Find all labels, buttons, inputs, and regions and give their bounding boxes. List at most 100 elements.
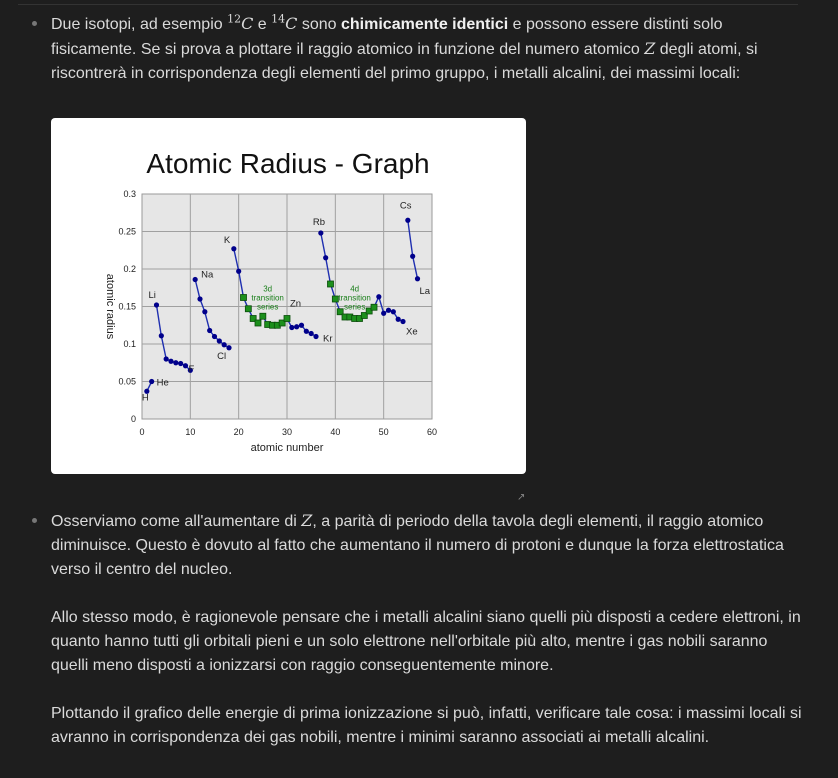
data-point <box>400 318 406 325</box>
data-point <box>197 296 203 302</box>
element-label: K <box>224 235 231 246</box>
data-point <box>144 388 150 394</box>
transition-annotation: series <box>344 303 365 312</box>
element-label: Na <box>201 270 214 281</box>
data-point <box>182 363 189 369</box>
data-point <box>318 230 324 236</box>
transition-annotation: 3d <box>263 285 272 294</box>
bullet-2 <box>32 518 37 523</box>
data-point <box>192 276 198 283</box>
x-tick-label: 10 <box>185 427 195 437</box>
y-tick-label: 0.1 <box>123 339 136 349</box>
y-tick-label: 0.3 <box>123 189 136 199</box>
transition-point <box>278 319 286 327</box>
data-point <box>158 333 164 339</box>
data-point <box>410 253 416 259</box>
transition-point <box>283 315 291 322</box>
data-point <box>303 328 309 334</box>
y-axis-label: atomic radius <box>104 274 116 340</box>
y-tick-label: 0.05 <box>118 377 136 387</box>
element-label: Xe <box>406 327 418 338</box>
atomic-radius-graph-image: 0 10 20 30 40 50 60 0 0.05 0.1 0.15 0.2 0.25 0.3 Atomi… <box>51 118 526 474</box>
element-label: La <box>420 286 431 297</box>
element-label: H <box>142 392 149 403</box>
data-point <box>216 338 222 344</box>
transition-annotation: transition <box>251 294 283 303</box>
transition-point <box>327 280 334 288</box>
data-point <box>149 378 155 385</box>
transition-point <box>259 312 267 320</box>
x-tick-label: 0 <box>139 427 144 437</box>
transition-annotation: 4d <box>350 285 359 294</box>
transition-point <box>249 315 257 322</box>
y-tick-label: 0.15 <box>118 302 136 312</box>
data-point <box>187 367 193 373</box>
chart-title: Atomic Radius - Graph <box>146 148 429 179</box>
math-z-2: Z <box>301 511 313 530</box>
x-tick-label: 60 <box>427 427 437 437</box>
data-point <box>168 358 174 364</box>
x-axis-label: atomic number <box>251 442 324 454</box>
atomic-radius-chart: 0 10 20 30 40 50 60 0 0.05 0.1 0.15 0.2 0.25 0.3 Atomi… <box>104 148 437 454</box>
paragraph-alkali-metals: Allo stesso modo, è ragionevole pensare … <box>51 609 801 674</box>
data-point <box>221 342 227 348</box>
transition-annotation: series <box>257 303 278 312</box>
transition-point <box>370 303 378 311</box>
data-point <box>178 360 184 367</box>
data-point <box>207 327 213 334</box>
element-label: F <box>189 364 195 375</box>
data-point <box>323 255 329 261</box>
x-tick-label: 20 <box>234 427 244 437</box>
transition-point <box>336 308 344 316</box>
element-label: Rb <box>313 217 325 228</box>
data-point <box>376 294 382 300</box>
y-tick-label: 0 <box>131 414 136 424</box>
transition-point <box>240 294 247 301</box>
data-point <box>313 333 319 340</box>
bold-chimicamente: chimicamente identici <box>341 16 509 33</box>
data-point <box>414 276 421 282</box>
transition-point <box>254 319 262 327</box>
transition-point <box>331 295 339 303</box>
element-label: Kr <box>323 334 333 345</box>
data-point <box>308 330 314 337</box>
isotope-c14: 14C <box>271 12 298 33</box>
data-point <box>236 268 242 274</box>
x-tick-label: 50 <box>379 427 389 437</box>
bullet-1 <box>32 21 37 26</box>
transition-point <box>244 305 252 313</box>
isotope-c12: 12C <box>227 12 254 33</box>
data-point <box>395 316 401 322</box>
element-label: He <box>157 378 169 389</box>
transition-point <box>360 312 368 319</box>
data-point <box>405 217 411 223</box>
data-point <box>202 309 208 315</box>
x-tick-label: 30 <box>282 427 292 437</box>
top-divider <box>18 4 798 5</box>
math-z: Z <box>644 39 656 58</box>
data-point <box>231 246 237 252</box>
element-label: Li <box>149 290 156 301</box>
resize-corner-icon[interactable]: ↗ <box>517 492 526 503</box>
data-point <box>390 309 396 315</box>
data-point <box>163 356 169 362</box>
y-tick-label: 0.2 <box>123 264 136 274</box>
paragraph-radius-trend: Osserviamo come all'aumentare di Z, a pa… <box>51 511 784 578</box>
y-tick-label: 0.25 <box>118 227 136 237</box>
transition-annotation: transition <box>338 294 370 303</box>
data-point <box>294 324 300 330</box>
paragraph-isotopes: Due isotopi, ad esempio 12C e 14C sono c… <box>51 12 758 82</box>
x-tick-label: 40 <box>330 427 340 437</box>
element-label: Cs <box>400 200 412 211</box>
element-label: Zn <box>290 299 301 310</box>
data-point <box>385 307 392 313</box>
transition-point <box>365 307 373 315</box>
data-point <box>298 322 305 328</box>
data-point <box>381 310 387 316</box>
data-point <box>153 302 160 308</box>
data-point <box>226 345 232 351</box>
data-point <box>173 360 179 366</box>
data-point <box>289 324 295 331</box>
data-point <box>211 333 218 340</box>
element-label: Cl <box>217 351 226 362</box>
